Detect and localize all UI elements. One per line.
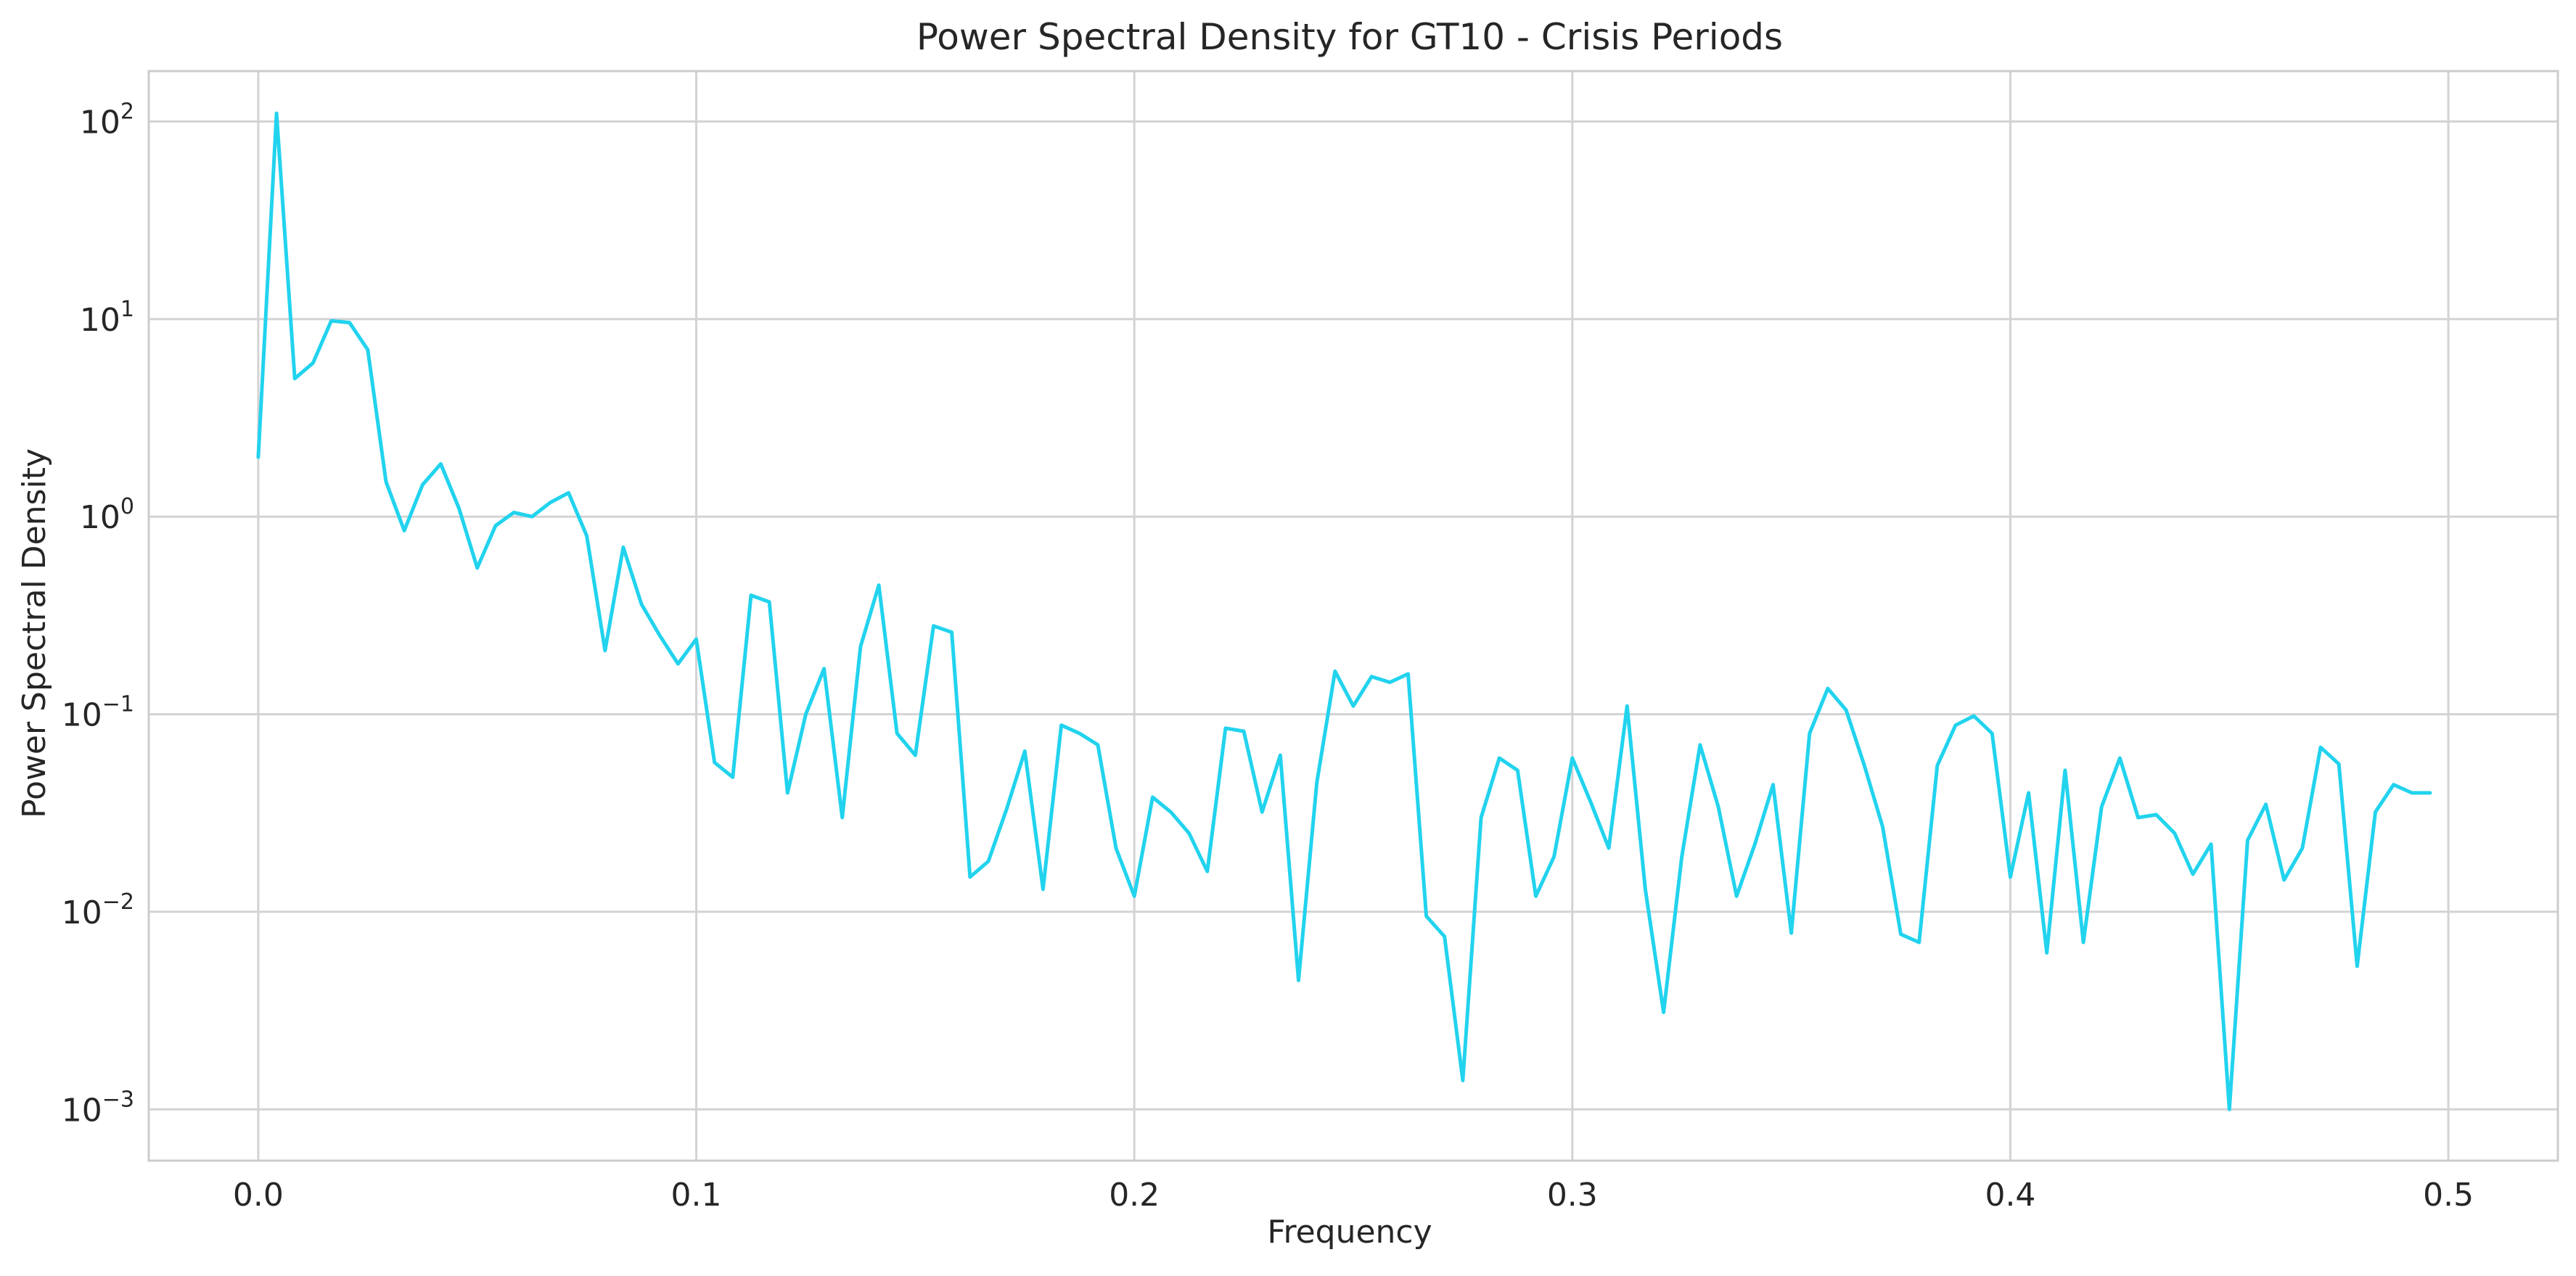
chart-title: Power Spectral Density for GT10 - Crisis…	[916, 16, 1783, 58]
y-tick-label: 10−1	[62, 692, 134, 734]
y-tick-label: 101	[80, 297, 134, 339]
y-tick-exponent: −1	[102, 692, 134, 717]
y-axis-label: Power Spectral Density	[16, 448, 53, 818]
y-tick-label: 102	[80, 99, 134, 141]
y-tick-exponent: −2	[102, 889, 134, 915]
x-tick-label: 0.4	[1985, 1177, 2035, 1214]
psd-series-line	[256, 111, 2432, 1111]
series-layer	[256, 111, 2432, 1111]
y-tick-base: 10	[80, 499, 120, 536]
plot-frame	[147, 70, 2559, 1162]
y-tick-base: 10	[80, 104, 120, 141]
y-tick-exponent: 1	[120, 297, 134, 322]
y-tick-label: 10−2	[62, 889, 134, 931]
y-tick-label: 10−3	[62, 1087, 134, 1129]
y-tick-exponent: 2	[120, 99, 134, 125]
x-tick-label: 0.3	[1547, 1177, 1598, 1214]
x-tick-label: 0.0	[233, 1177, 284, 1214]
grid-layer	[149, 71, 2558, 1161]
y-tick-base: 10	[62, 697, 102, 734]
x-tick-labels: 0.0 0.1 0.2 0.3 0.4 0.5	[233, 1177, 2474, 1214]
x-tick-label: 0.1	[671, 1177, 722, 1214]
y-tick-label: 100	[80, 494, 134, 536]
y-tick-exponent: 0	[120, 494, 134, 519]
x-tick-label: 0.2	[1109, 1177, 1160, 1214]
x-axis-label: Frequency	[1267, 1214, 1432, 1251]
y-tick-exponent: −3	[102, 1087, 134, 1112]
y-tick-base: 10	[62, 1092, 102, 1129]
y-tick-base: 10	[80, 302, 120, 339]
y-tick-base: 10	[62, 894, 102, 931]
x-tick-label: 0.5	[2423, 1177, 2474, 1214]
